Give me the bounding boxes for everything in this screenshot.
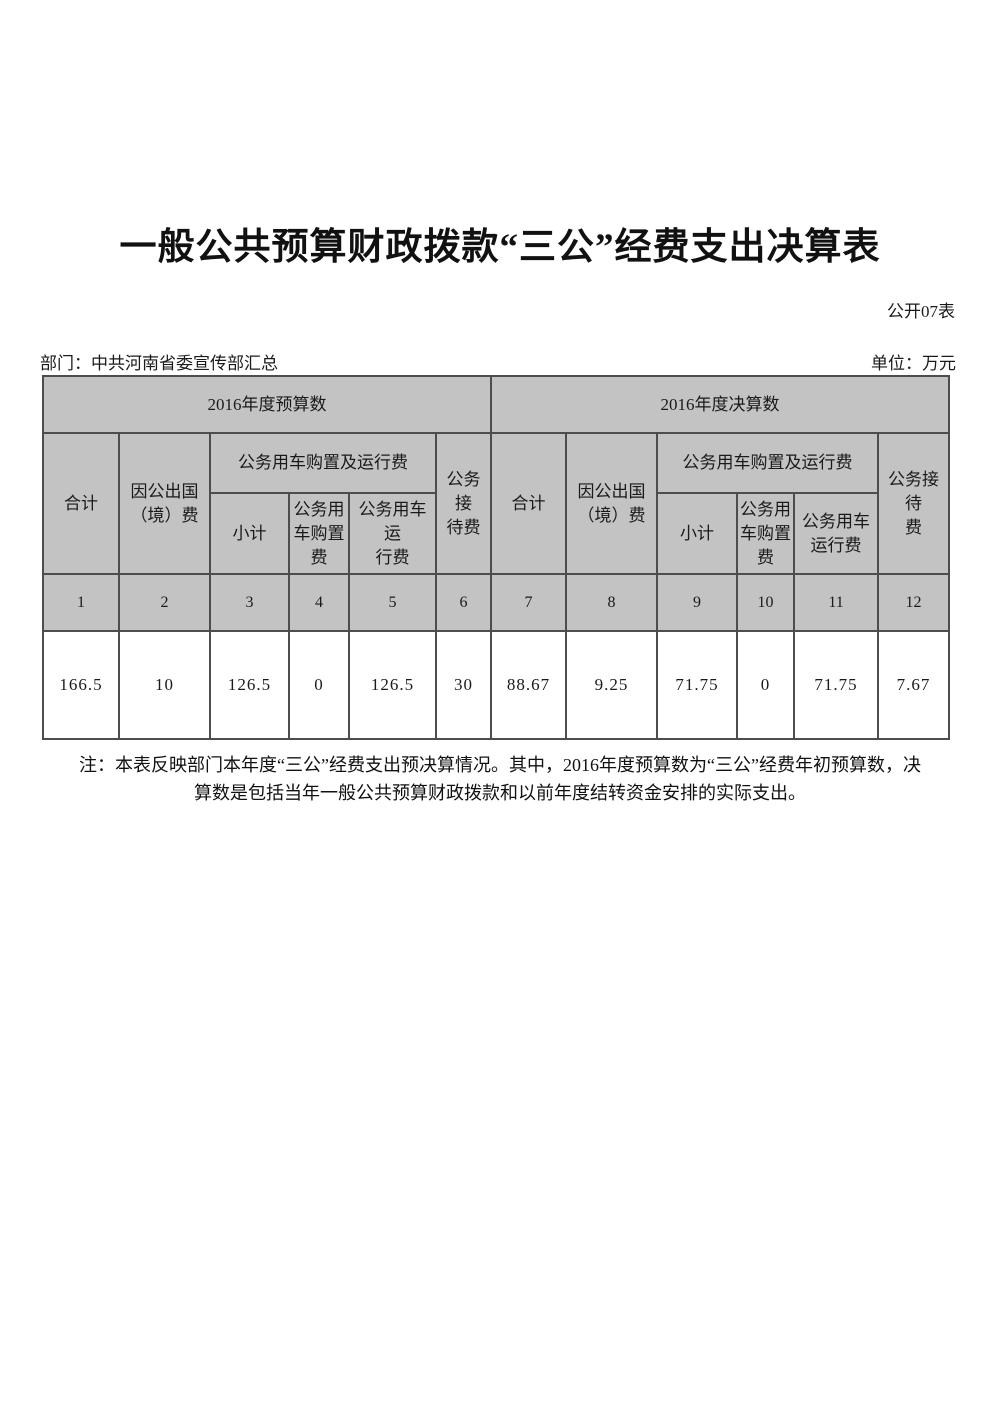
table-row-group-headers: 2016年度预算数 2016年度决算数 [41, 375, 951, 434]
header-budget-total: 合计 [42, 432, 120, 575]
unit-label: 单位：万元 [871, 354, 956, 373]
col-number-cell: 1 [42, 573, 120, 632]
table-row-headers-lower: 小计 公务用 车购置 费 公务用车运 行费 小计 公务用 车购置 费 公务用车 … [43, 492, 949, 575]
value-cell-final-operation: 71.75 [793, 630, 880, 740]
col-number-cell: 11 [793, 573, 880, 632]
value-cell-budget-operation: 126.5 [348, 630, 437, 740]
value-cell-budget-purchase: 0 [288, 630, 350, 740]
col-number-cell: 8 [565, 573, 659, 632]
three-public-expense-table: 2016年度预算数 2016年度决算数 合计 因公出国 （境）费 公务用车购置及… [41, 375, 951, 740]
value-cell-final-total: 88.67 [490, 630, 568, 740]
col-number-cell: 7 [490, 573, 568, 632]
col-number-cell: 9 [656, 573, 739, 632]
col-number-cell: 3 [209, 573, 290, 632]
col-number-cell: 6 [434, 573, 493, 632]
header-final-2016: 2016年度决算数 [490, 375, 951, 434]
form-code-label: 公开07表 [887, 302, 955, 321]
value-cell-final-purchase: 0 [736, 630, 796, 740]
header-budget-reception: 公务接 待费 [434, 432, 493, 575]
footnote: 注：本表反映部门本年度“三公”经费支出预决算情况。其中，2016年度预算数为“三… [79, 755, 921, 803]
col-number-cell: 4 [288, 573, 350, 632]
header-final-total: 合计 [490, 432, 568, 575]
value-cell-budget-reception: 30 [434, 630, 493, 740]
header-budget-purchase: 公务用 车购置 费 [288, 492, 350, 575]
col-number-cell: 10 [736, 573, 796, 632]
header-budget-operation: 公务用车运 行费 [348, 492, 437, 575]
table-row-column-numbers: 1 2 3 4 5 6 7 8 9 10 11 12 [42, 573, 951, 632]
value-cell-budget-abroad: 10 [118, 630, 211, 740]
header-final-subtotal: 小计 [656, 492, 739, 575]
value-cell-budget-subtotal: 126.5 [209, 630, 290, 740]
col-number-cell: 12 [877, 573, 951, 632]
value-cell-final-reception: 7.67 [877, 630, 951, 740]
header-budget-2016: 2016年度预算数 [41, 375, 493, 434]
header-final-vehicle-group: 公务用车购置及运行费 [656, 432, 880, 494]
meta-row: 部门：中共河南省委宣传部汇总 单位：万元 [40, 349, 956, 374]
header-final-purchase: 公务用 车购置 费 [736, 492, 796, 575]
col-number-cell: 2 [118, 573, 211, 632]
col-number-cell: 5 [348, 573, 437, 632]
header-budget-subtotal: 小计 [209, 492, 290, 575]
table-row-headers-upper: 合计 因公出国 （境）费 公务用车购置及运行费 公务接 待费 合计 因公出国 （… [42, 432, 951, 575]
value-cell-final-subtotal: 71.75 [656, 630, 739, 740]
department-label: 部门：中共河南省委宣传部汇总 [40, 354, 278, 373]
page-title: 一般公共预算财政拨款“三公”经费支出决算表 [119, 227, 881, 268]
header-final-abroad: 因公出国 （境）费 [565, 432, 659, 575]
header-final-reception: 公务接待 费 [877, 432, 951, 575]
header-final-operation: 公务用车 运行费 [793, 492, 880, 575]
table-row-values: 166.5 10 126.5 0 126.5 30 88.67 9.25 71.… [42, 630, 951, 740]
value-cell-final-abroad: 9.25 [565, 630, 659, 740]
header-budget-abroad: 因公出国 （境）费 [118, 432, 211, 575]
value-cell-budget-total: 166.5 [42, 630, 120, 740]
header-budget-vehicle-group: 公务用车购置及运行费 [209, 432, 437, 494]
